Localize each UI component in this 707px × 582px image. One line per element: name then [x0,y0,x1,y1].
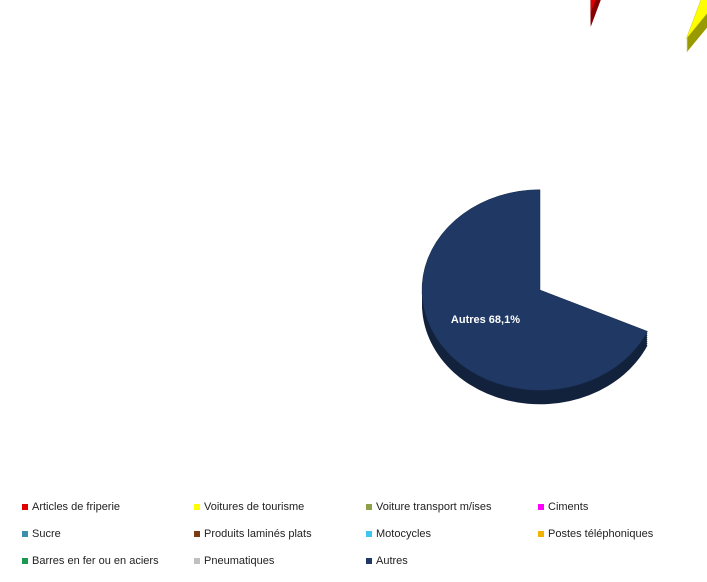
legend-label: Articles de friperie [32,501,120,513]
legend-marker [22,531,28,537]
legend-marker [366,504,372,510]
legend-label: Voitures de tourisme [204,501,304,513]
legend-marker [194,558,200,564]
legend-label: Ciments [548,501,589,513]
legend-label: Barres en fer ou en aciers [32,555,159,567]
slice [686,0,707,39]
legend-marker [366,531,372,537]
legend-marker [22,558,28,564]
legend-marker [538,504,544,510]
legend-label: Autres [376,555,408,567]
legend-label: Motocycles [376,528,432,540]
legend-marker [22,504,28,510]
legend-label: Sucre [32,528,61,540]
legend-marker [194,504,200,510]
slice [590,0,596,13]
slice-label: Autres 68,1% [451,314,520,326]
legend-marker [538,531,544,537]
legend-marker [366,558,372,564]
slice [421,189,648,391]
legend-label: Voiture transport m/ises [376,501,492,513]
legend-label: Postes téléphoniques [548,528,654,540]
legend-marker [194,531,200,537]
legend-label: Produits laminés plats [204,528,312,540]
legend-label: Pneumatiques [204,555,275,567]
